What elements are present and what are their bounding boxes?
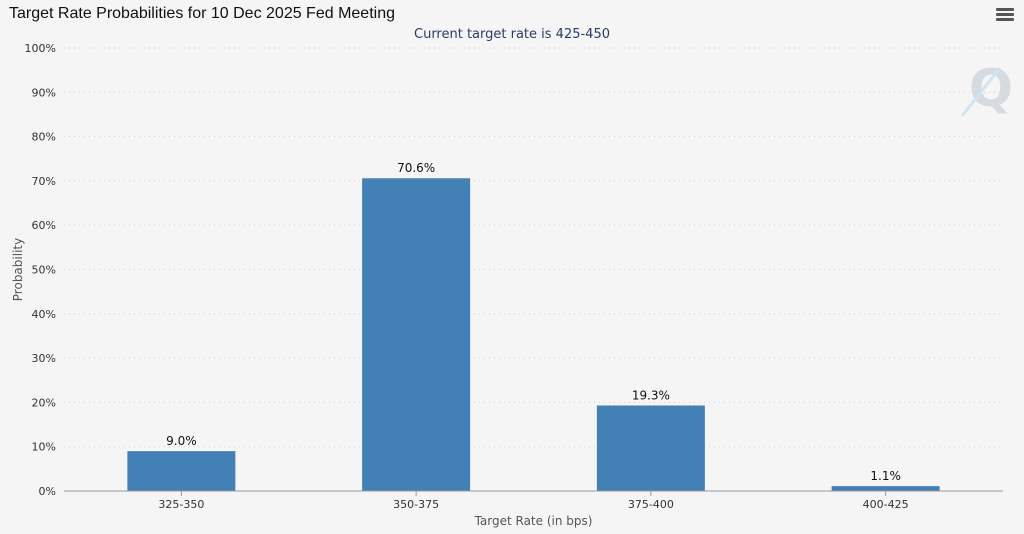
y-tick-label: 100% [25,42,56,55]
y-tick-label: 40% [32,308,56,321]
bar[interactable] [362,178,471,491]
x-tick-label: 375-400 [628,498,674,511]
y-axis-ticks: 0% 10% 20% 30% 40% 50% 60% 70% 80% 90% 100% [25,42,56,498]
bar[interactable] [596,405,705,491]
x-axis-title: Target Rate (in bps) [474,514,593,528]
hamburger-menu-icon[interactable] [996,8,1014,24]
y-tick-label: 70% [32,175,56,188]
svg-text:Q: Q [969,59,1013,119]
x-tick-label: 325-350 [158,498,204,511]
x-axis-ticks: 325-350 350-375 375-400 400-425 [158,491,909,511]
data-label: 9.0% [166,434,197,448]
chart-subtitle: Current target rate is 425-450 [414,27,610,42]
x-tick-label: 400-425 [863,498,909,511]
y-tick-label: 60% [32,219,56,232]
y-tick-label: 50% [32,264,56,277]
data-label: 19.3% [632,389,670,403]
q-logo-icon: Q [960,59,1013,119]
y-tick-label: 30% [32,352,56,365]
y-tick-label: 20% [32,396,56,409]
y-tick-label: 10% [32,441,56,454]
y-tick-label: 90% [32,86,56,99]
data-labels: 9.0% 70.6% 19.3% 1.1% [166,161,901,483]
data-label: 1.1% [870,469,901,483]
bars [127,178,940,491]
y-axis-title: Probability [11,238,25,301]
y-tick-label: 0% [39,485,56,498]
bar[interactable] [831,486,940,491]
chart-title: Target Rate Probabilities for 10 Dec 202… [9,5,395,22]
data-label: 70.6% [397,161,435,175]
bar[interactable] [127,451,236,491]
gridlines [64,47,1003,448]
y-tick-label: 80% [32,131,56,144]
x-tick-label: 350-375 [393,498,439,511]
